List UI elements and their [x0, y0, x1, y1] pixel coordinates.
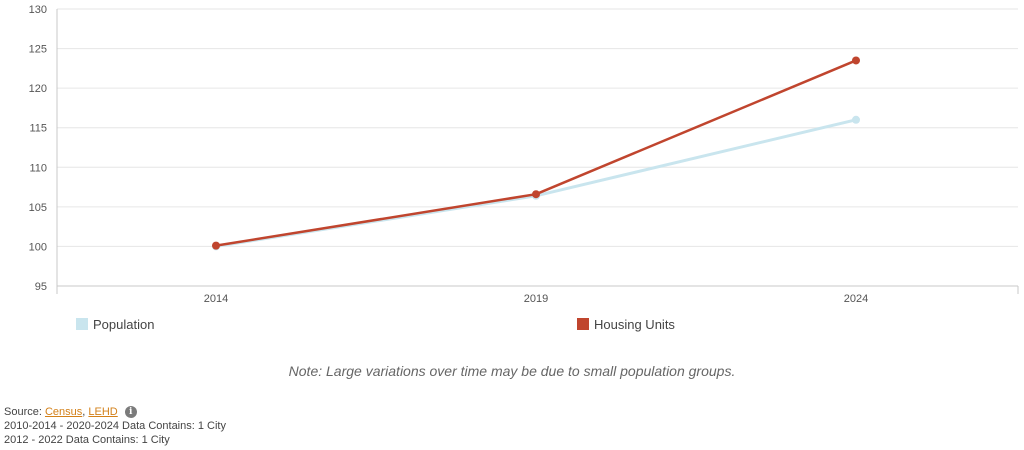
y-tick-label-105: 105	[29, 202, 47, 214]
y-tick-label-95: 95	[35, 281, 47, 293]
grid-lines	[57, 8, 1018, 247]
legend-item-housing-units[interactable]: Housing Units	[577, 316, 675, 332]
data-point-housing-units-2024	[852, 56, 860, 65]
data-point-housing-units-2019	[532, 190, 540, 199]
y-tick-label-110: 110	[29, 162, 47, 174]
coverage-line-1: 2010-2014 - 2020-2024 Data Contains: 1 C…	[4, 419, 226, 432]
axes	[56, 9, 1019, 294]
legend-item-population[interactable]: Population	[76, 316, 154, 332]
y-tick-labels: 95 100 105 110 115 120 125 130	[29, 4, 47, 293]
legend-label-housing-units: Housing Units	[594, 316, 675, 332]
y-tick-label-130: 130	[29, 4, 47, 16]
x-tick-label-2019: 2019	[524, 293, 548, 305]
census-link[interactable]: Census	[44, 405, 83, 418]
x-tick-labels: 2014 2019 2024	[204, 293, 868, 305]
source-prefix: Source:	[4, 405, 42, 418]
source-separator: ,	[82, 405, 86, 418]
x-tick-label-2024: 2024	[844, 293, 868, 305]
chart-note: Note: Large variations over time may be …	[288, 363, 736, 379]
info-icon[interactable]: i	[124, 406, 137, 418]
source-line: Source: Census, LEHD i	[4, 405, 226, 419]
housing-units-swatch	[577, 318, 589, 330]
x-tick-label-2014: 2014	[204, 293, 228, 305]
source-block: Source: Census, LEHD i 2010-2014 - 2020-…	[4, 405, 226, 447]
line-chart: 95 100 105 110 115 120 125 130 2014 2019 2024	[29, 4, 1019, 305]
y-tick-label-100: 100	[29, 241, 47, 253]
population-swatch	[76, 318, 88, 330]
y-tick-label-120: 120	[29, 83, 47, 95]
series-line-population	[215, 118, 857, 248]
y-tick-label-115: 115	[29, 123, 47, 135]
coverage-line-2: 2012 - 2022 Data Contains: 1 City	[4, 433, 170, 446]
lehd-link[interactable]: LEHD	[88, 405, 118, 418]
data-point-housing-units-2014	[212, 241, 220, 250]
y-tick-label-125: 125	[29, 44, 47, 56]
data-point-population-2024	[852, 115, 860, 124]
legend-label-population: Population	[93, 316, 155, 332]
series-lines	[212, 56, 860, 251]
